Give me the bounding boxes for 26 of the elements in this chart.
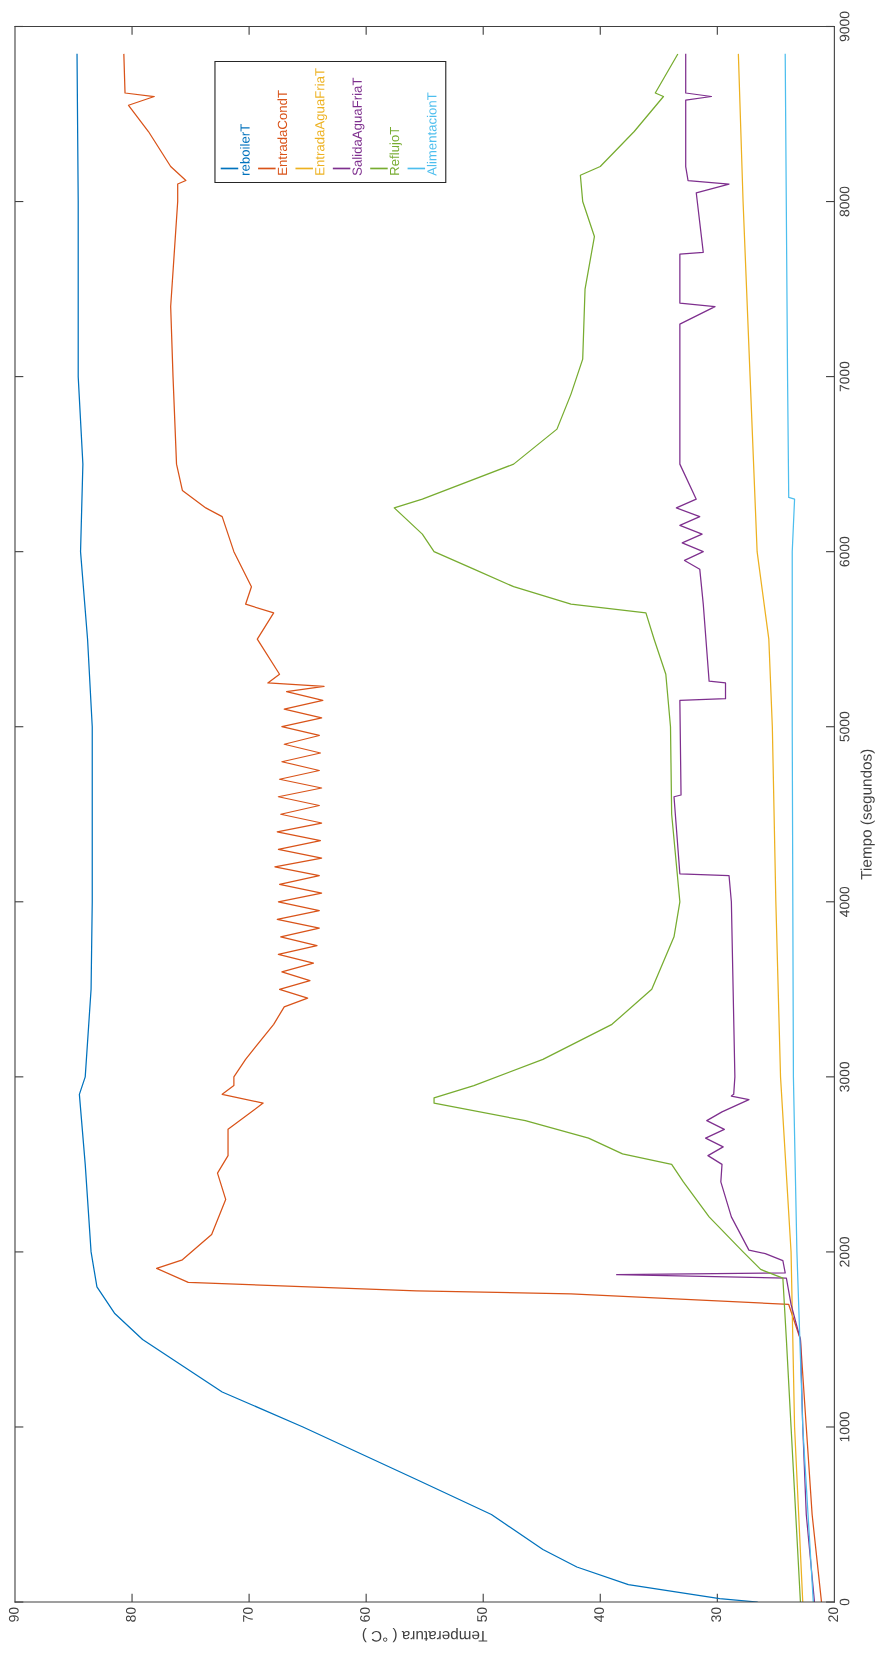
y-tick-label: 9000 [839,11,850,42]
x-tick-label: 50 [477,1607,487,1622]
y-tick-label: 8000 [839,186,850,217]
x-tick-label: 80 [125,1607,136,1622]
x-tick-label: 70 [243,1607,253,1622]
y-tick-label: 4000 [839,886,850,917]
text: SalidaAguaFriaT [352,77,365,176]
text: ReflujoT [389,127,402,175]
y-tick-label: 6000 [839,536,850,567]
x-tick-label: 60 [360,1607,370,1622]
y-tick-label: 2000 [839,1237,850,1267]
x-axis-title: Temperatura ( °C ) [362,1627,488,1643]
text: reboilerT [240,124,250,175]
text: EntradaCondT [277,90,288,175]
y-tick-label: 3000 [839,1061,850,1092]
x-tick-label: 90 [8,1607,19,1622]
x-tick-label: 20 [828,1607,839,1622]
text: AlimentacionT [426,92,437,176]
x-tick-label: 30 [711,1607,722,1622]
y-tick-label: 0 [839,1598,850,1606]
text: EntradaAguaFriaT [314,68,328,175]
x-tick-label: 40 [594,1607,604,1623]
y-tick-label: 5000 [839,711,850,742]
y-tick-label: 1000 [839,1412,850,1442]
y-axis-title: Tiempo (segundos) [860,749,875,880]
y-tick-label: 7000 [839,361,850,392]
